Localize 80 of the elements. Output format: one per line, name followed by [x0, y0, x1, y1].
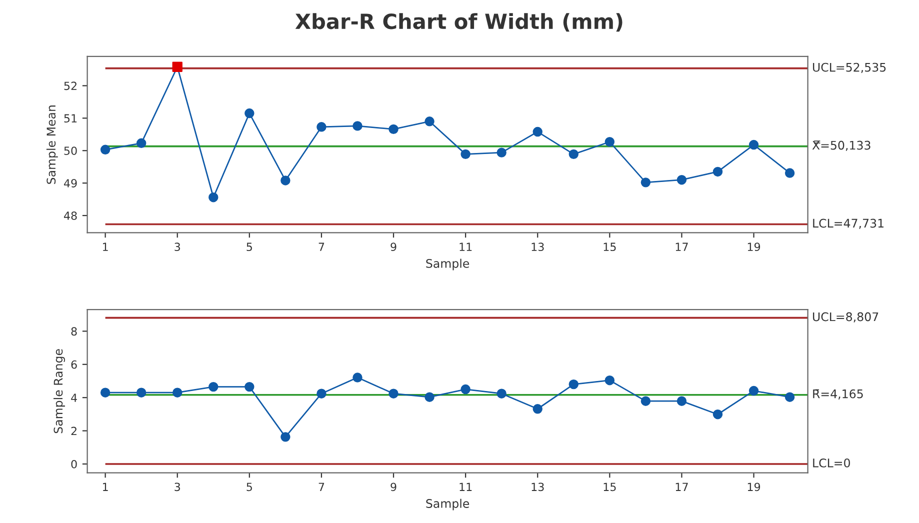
y-tick-label: 6 — [71, 360, 77, 369]
point — [280, 432, 290, 442]
point — [640, 178, 651, 188]
point — [136, 388, 146, 398]
point — [568, 379, 578, 390]
y-axis-title: Sample Range — [54, 349, 65, 434]
x-tick-label: 5 — [246, 482, 252, 492]
x-tick-label: 7 — [318, 482, 324, 491]
point — [100, 388, 110, 398]
x-axis-title: Sample — [426, 498, 470, 510]
point — [244, 382, 254, 392]
point — [748, 386, 759, 396]
x-tick-label: 9 — [390, 482, 396, 492]
x-tick-label: 1 — [103, 242, 108, 251]
point — [460, 384, 470, 394]
point — [496, 388, 506, 398]
x-tick-label: 9 — [390, 242, 396, 252]
point — [352, 121, 362, 131]
point — [748, 140, 759, 150]
point — [424, 116, 434, 126]
y-tick-label: 52 — [64, 82, 76, 90]
x-tick-label: 7 — [318, 242, 324, 251]
x-tick-label: 19 — [748, 482, 760, 492]
point — [352, 372, 362, 382]
point — [280, 176, 290, 186]
x-tick-label: 17 — [676, 482, 688, 491]
point — [460, 149, 470, 160]
x-tick-label: 5 — [246, 242, 252, 252]
point — [784, 168, 795, 178]
y-tick-label: 50 — [64, 146, 77, 155]
point — [172, 388, 182, 398]
ref-line-label: UCL=8,807 — [812, 312, 878, 322]
point — [424, 392, 434, 402]
y-tick-label: 8 — [71, 327, 77, 336]
x-tick-label: 17 — [676, 242, 688, 251]
x-tick-label: 3 — [174, 482, 180, 492]
chart-title: Xbar-R Chart of Width (mm) — [295, 13, 622, 32]
point — [388, 388, 398, 398]
point — [784, 392, 795, 402]
point — [712, 166, 723, 177]
point — [568, 149, 578, 160]
y-tick-label: 0 — [71, 460, 77, 468]
point — [100, 144, 110, 154]
y-tick-label: 4 — [71, 394, 77, 402]
point — [604, 136, 615, 147]
point — [712, 410, 723, 420]
y-tick-label: 49 — [64, 179, 77, 188]
point — [244, 108, 254, 118]
point — [532, 126, 542, 137]
ref-line-label: LCL=47,731 — [813, 218, 884, 229]
y-tick-label: 51 — [64, 114, 77, 123]
x-tick-label: 13 — [532, 482, 544, 492]
point — [316, 122, 326, 132]
ref-line-label: X̿=50,133 — [812, 140, 870, 151]
ref-line-label: R̄=4,165 — [813, 389, 863, 400]
x-tick-label: 13 — [532, 242, 544, 252]
ref-line-label: UCL=52,535 — [812, 62, 886, 73]
y-tick-label: 2 — [71, 426, 76, 436]
point — [388, 124, 398, 134]
x-tick-label: 15 — [604, 482, 616, 492]
x-axis-title: Sample — [426, 258, 470, 270]
point — [496, 148, 506, 158]
x-tick-label: 11 — [460, 482, 472, 491]
ref-line-label: LCL=0 — [813, 458, 850, 468]
y-tick-label: 48 — [64, 212, 77, 220]
y-axis-title: Sample Mean — [46, 106, 58, 184]
point — [316, 388, 326, 398]
point — [676, 396, 687, 406]
point — [208, 382, 218, 392]
x-tick-label: 3 — [174, 242, 180, 252]
point — [208, 192, 218, 202]
point — [532, 404, 542, 414]
x-tick-label: 1 — [103, 482, 108, 491]
point — [136, 138, 146, 148]
point — [676, 174, 687, 185]
x-tick-label: 19 — [748, 242, 760, 252]
point — [604, 375, 615, 386]
x-tick-label: 15 — [604, 242, 616, 252]
point — [640, 396, 651, 406]
x-tick-label: 11 — [460, 242, 472, 251]
